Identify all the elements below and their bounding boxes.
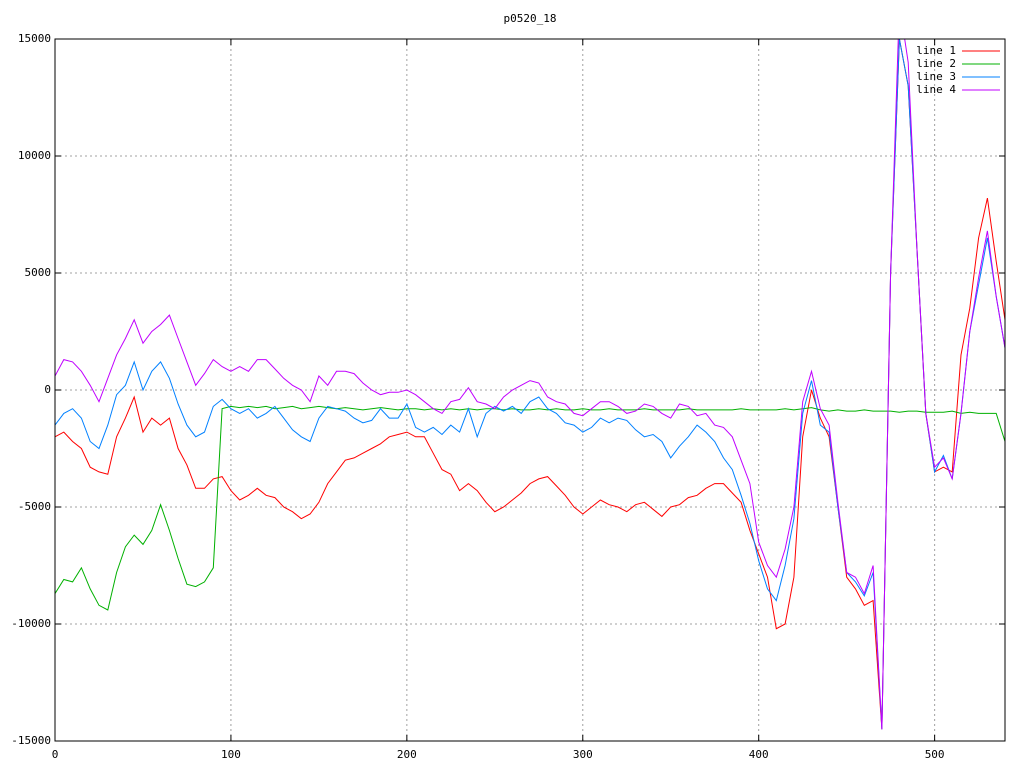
series-line xyxy=(55,39,1005,730)
chart-title: p0520_18 xyxy=(504,12,557,25)
plot-frame xyxy=(54,38,1006,742)
y-tick-label: 15000 xyxy=(18,32,51,45)
y-tick-label: 0 xyxy=(44,383,51,396)
legend-label: line 3 xyxy=(916,70,956,83)
y-tick-label: 5000 xyxy=(25,266,52,279)
y-tick-label: -5000 xyxy=(18,500,51,513)
plot-area xyxy=(55,39,1005,730)
x-tick-label: 100 xyxy=(221,748,241,761)
y-tick-label: 10000 xyxy=(18,149,51,162)
x-tick-label: 400 xyxy=(749,748,769,761)
x-tick-label: 500 xyxy=(925,748,945,761)
x-tick-label: 0 xyxy=(52,748,59,761)
y-tick-label: -15000 xyxy=(11,734,51,747)
x-tick-label: 300 xyxy=(573,748,593,761)
x-tick-label: 200 xyxy=(397,748,417,761)
legend-label: line 4 xyxy=(916,83,956,96)
legend-label: line 2 xyxy=(916,57,956,70)
y-tick-label: -10000 xyxy=(11,617,51,630)
series-line xyxy=(55,405,1005,611)
series-line xyxy=(55,39,1005,730)
legend-label: line 1 xyxy=(916,44,956,57)
